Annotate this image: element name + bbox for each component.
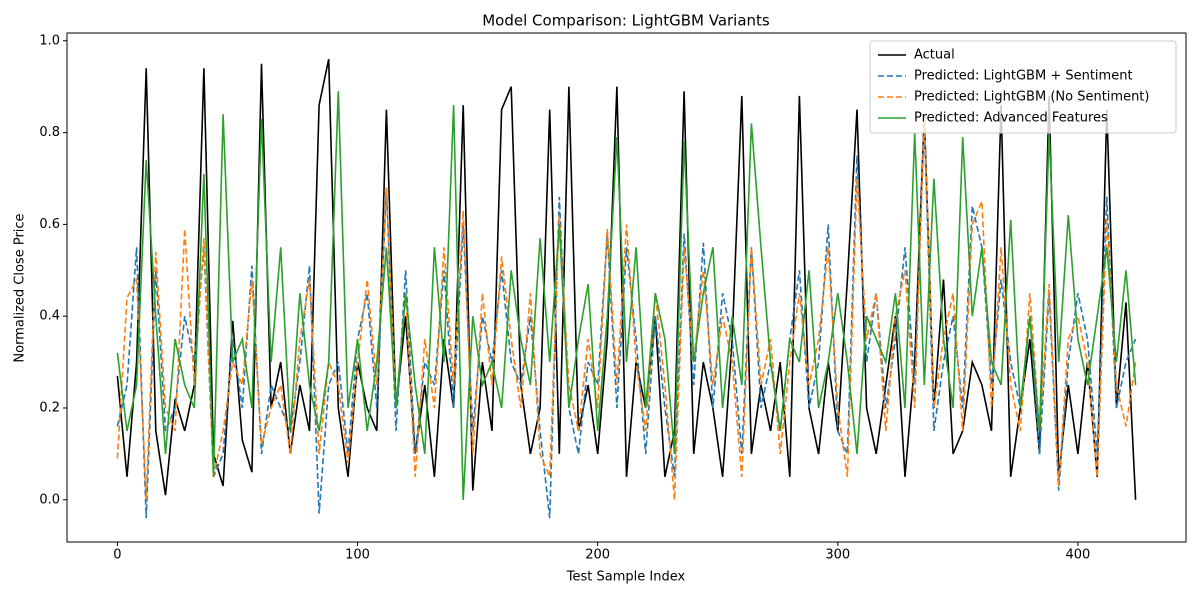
- x-tick-label: 200: [585, 548, 610, 563]
- x-tick-label: 0: [113, 548, 121, 563]
- y-tick-label: 0.2: [39, 400, 60, 415]
- y-tick-label: 0.8: [39, 125, 60, 140]
- series-line: [116, 91, 1137, 500]
- y-tick-label: 0.6: [39, 217, 60, 232]
- y-tick-label: 0.4: [39, 309, 60, 324]
- legend-label: Predicted: Advanced Features: [914, 111, 1108, 126]
- legend-label: Predicted: LightGBM (No Sentiment): [914, 90, 1149, 105]
- x-tick-label: 100: [345, 548, 370, 563]
- series-line: [116, 114, 1137, 500]
- legend-label: Predicted: LightGBM + Sentiment: [914, 69, 1133, 84]
- plot-frame: [66, 32, 1187, 543]
- x-axis-label: Test Sample Index: [566, 570, 686, 585]
- chart-title: Model Comparison: LightGBM Variants: [482, 12, 770, 30]
- y-tick-label: 1.0: [39, 33, 60, 48]
- y-tick-label: 0.0: [39, 492, 60, 507]
- legend-box: [869, 40, 1177, 134]
- x-tick-label: 300: [825, 548, 850, 563]
- series-line: [116, 123, 1137, 519]
- y-axis-label: Normalized Close Price: [13, 213, 28, 362]
- x-tick-label: 400: [1066, 548, 1091, 563]
- legend-label: Actual: [914, 48, 955, 63]
